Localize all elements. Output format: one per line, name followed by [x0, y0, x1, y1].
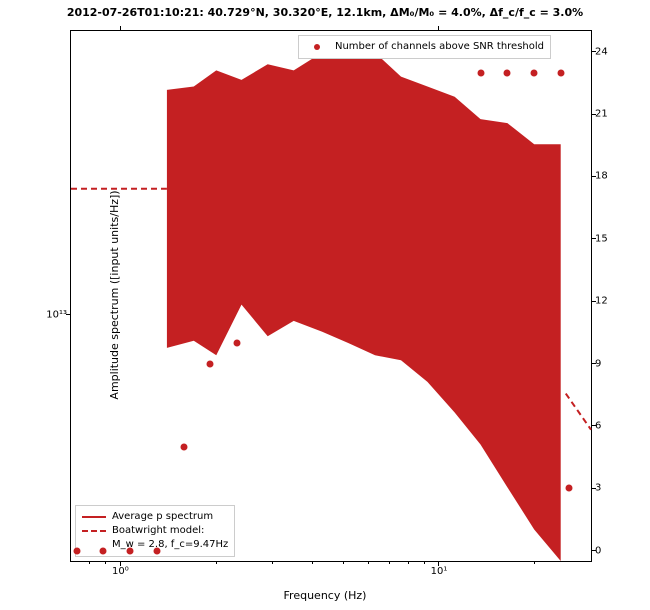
spectrum-fill [167, 41, 561, 561]
legend-dot-icon [314, 44, 320, 50]
tick-mark [591, 425, 596, 426]
tick-mark [105, 561, 106, 564]
chart-title: 2012-07-26T01:10:21: 40.729°N, 30.320°E,… [0, 6, 650, 19]
tick-mark [120, 561, 121, 566]
tick-mark [343, 561, 344, 564]
legend-bottom-row: Boatwright model: [82, 524, 228, 538]
tick-mark [424, 561, 425, 564]
data-point [477, 69, 484, 76]
tick-mark [591, 51, 596, 52]
tick-mark [591, 301, 596, 302]
tick-mark [438, 561, 439, 566]
data-point [126, 547, 133, 554]
legend-dashed-icon [82, 530, 106, 532]
legend-top-row: Number of channels above SNR threshold [305, 40, 544, 54]
data-point [99, 547, 106, 554]
y-right-tick-label: 18 [595, 171, 608, 182]
tick-mark [368, 561, 369, 564]
data-point [504, 69, 511, 76]
tick-mark [534, 561, 535, 564]
tick-mark [89, 561, 90, 564]
tick-mark [312, 561, 313, 564]
data-point [557, 69, 564, 76]
tick-mark [591, 176, 596, 177]
tick-mark [438, 26, 439, 31]
data-point [565, 485, 572, 492]
data-point [206, 360, 213, 367]
x-tick-label: 10⁰ [112, 566, 129, 577]
legend-top-label: Number of channels above SNR threshold [335, 40, 544, 54]
tick-mark [591, 488, 596, 489]
tick-mark [120, 26, 121, 31]
tick-mark [591, 550, 596, 551]
data-point [233, 339, 240, 346]
y-left-tick-label: 10¹³ [46, 309, 67, 320]
x-axis-label: Frequency (Hz) [0, 589, 650, 602]
legend-line-icon [82, 516, 106, 518]
data-point [180, 443, 187, 450]
data-point [260, 318, 267, 325]
tick-mark [389, 561, 390, 564]
data-point [153, 547, 160, 554]
y-right-tick-label: 15 [595, 233, 608, 244]
plot-area: Number of channels above SNR threshold A… [70, 30, 592, 562]
data-point [287, 298, 294, 305]
tick-mark [216, 561, 217, 564]
tick-mark [591, 363, 596, 364]
data-point [531, 69, 538, 76]
legend-bottom-row: Average p spectrum [82, 510, 228, 524]
tick-mark [408, 561, 409, 564]
legend-bottom-label: Boatwright model: [112, 524, 204, 538]
y-right-tick-label: 24 [595, 46, 608, 57]
tick-mark [272, 561, 273, 564]
boatwright-line-right [566, 394, 591, 430]
tick-mark [66, 314, 71, 315]
legend-bottom-label: Average p spectrum [112, 510, 213, 524]
tick-mark [591, 114, 596, 115]
tick-mark [591, 238, 596, 239]
data-point [73, 547, 80, 554]
legend-top: Number of channels above SNR threshold [298, 35, 551, 59]
figure: 2012-07-26T01:10:21: 40.729°N, 30.320°E,… [0, 0, 650, 610]
x-tick-label: 10¹ [431, 566, 448, 577]
plot-svg [71, 31, 591, 561]
y-right-tick-label: 12 [595, 296, 608, 307]
y-right-tick-label: 21 [595, 109, 608, 120]
